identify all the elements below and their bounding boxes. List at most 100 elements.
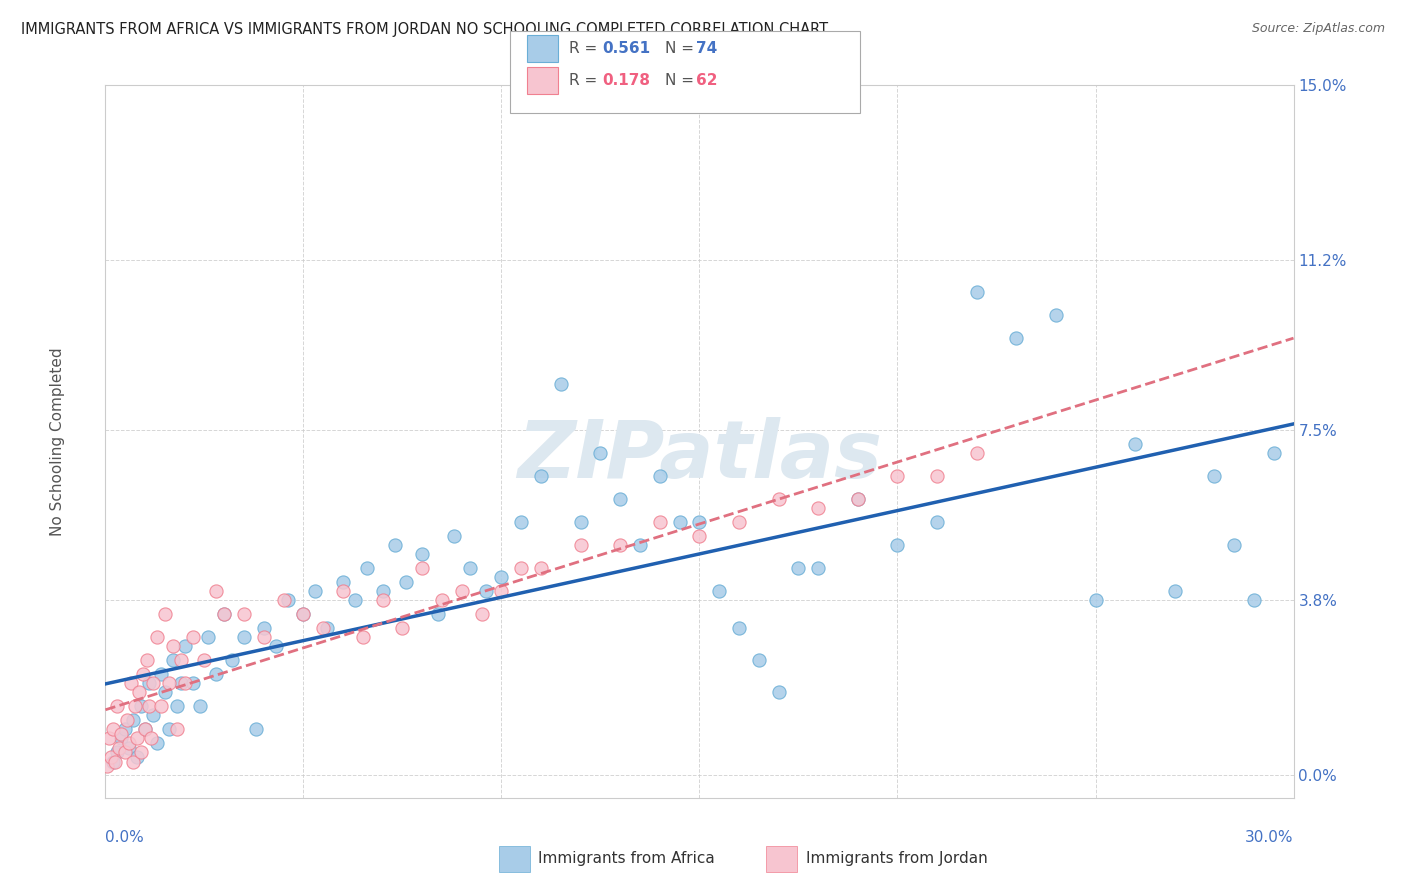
- Point: [221, 653, 243, 667]
- Point: [966, 285, 988, 299]
- Text: 0.0%: 0.0%: [105, 830, 145, 846]
- Point: [162, 653, 184, 667]
- Point: [689, 529, 711, 543]
- Point: [129, 699, 152, 714]
- Point: [253, 621, 276, 635]
- Point: [292, 607, 315, 622]
- Point: [427, 607, 450, 622]
- Point: [391, 621, 413, 635]
- Text: 74: 74: [696, 41, 717, 55]
- Point: [118, 736, 141, 750]
- Point: [395, 574, 418, 589]
- Point: [1223, 538, 1246, 552]
- Point: [105, 699, 128, 714]
- Point: [371, 593, 394, 607]
- Text: R =: R =: [569, 73, 603, 87]
- Text: 30.0%: 30.0%: [1246, 830, 1294, 846]
- Point: [668, 515, 690, 529]
- Point: [628, 538, 651, 552]
- Point: [728, 515, 751, 529]
- Point: [450, 584, 472, 599]
- Point: [443, 529, 465, 543]
- Point: [253, 630, 276, 644]
- Point: [264, 640, 287, 654]
- Point: [927, 469, 949, 483]
- Point: [139, 731, 162, 746]
- Point: [118, 740, 141, 755]
- Point: [104, 755, 127, 769]
- Text: Source: ZipAtlas.com: Source: ZipAtlas.com: [1251, 22, 1385, 36]
- Point: [233, 607, 256, 622]
- Point: [190, 699, 212, 714]
- Point: [157, 723, 180, 737]
- Point: [166, 723, 188, 737]
- Point: [474, 584, 496, 599]
- Point: [108, 740, 131, 755]
- Point: [114, 723, 136, 737]
- Point: [157, 676, 180, 690]
- Point: [966, 446, 988, 460]
- Point: [1204, 469, 1226, 483]
- Point: [277, 593, 299, 607]
- Point: [312, 621, 335, 635]
- Point: [153, 607, 176, 622]
- Point: [1084, 593, 1107, 607]
- Point: [491, 570, 513, 584]
- Text: 0.561: 0.561: [602, 41, 650, 55]
- Point: [205, 584, 228, 599]
- Point: [197, 630, 219, 644]
- Point: [316, 621, 339, 635]
- Point: [491, 584, 513, 599]
- Point: [162, 640, 184, 654]
- Text: ZIPatlas: ZIPatlas: [517, 417, 882, 495]
- Point: [110, 727, 132, 741]
- Point: [846, 492, 869, 507]
- Point: [181, 630, 204, 644]
- Point: [100, 750, 122, 764]
- Point: [214, 607, 236, 622]
- Point: [589, 446, 612, 460]
- Point: [181, 676, 204, 690]
- Point: [332, 584, 354, 599]
- Point: [411, 547, 433, 561]
- Point: [787, 561, 810, 575]
- Point: [356, 561, 378, 575]
- Text: N =: N =: [665, 41, 699, 55]
- Point: [530, 561, 553, 575]
- Point: [1263, 446, 1285, 460]
- Point: [648, 515, 671, 529]
- Point: [807, 561, 830, 575]
- Point: [886, 538, 908, 552]
- Point: [569, 538, 592, 552]
- Point: [807, 501, 830, 516]
- Point: [127, 731, 149, 746]
- Point: [510, 515, 533, 529]
- Point: [127, 750, 149, 764]
- Point: [96, 759, 118, 773]
- Point: [149, 699, 172, 714]
- Point: [124, 699, 146, 714]
- Point: [748, 653, 770, 667]
- Point: [122, 713, 145, 727]
- Point: [146, 630, 169, 644]
- Point: [846, 492, 869, 507]
- Point: [709, 584, 731, 599]
- Point: [411, 561, 433, 575]
- Point: [1164, 584, 1187, 599]
- Point: [343, 593, 366, 607]
- Point: [273, 593, 295, 607]
- Point: [122, 755, 145, 769]
- Point: [471, 607, 494, 622]
- Point: [170, 676, 193, 690]
- Point: [142, 708, 165, 723]
- Point: [292, 607, 315, 622]
- Text: Immigrants from Africa: Immigrants from Africa: [538, 851, 716, 865]
- Point: [609, 492, 631, 507]
- Point: [105, 745, 128, 759]
- Point: [569, 515, 592, 529]
- Point: [132, 667, 155, 681]
- Point: [245, 723, 267, 737]
- Point: [768, 492, 790, 507]
- Point: [110, 731, 132, 746]
- Point: [689, 515, 711, 529]
